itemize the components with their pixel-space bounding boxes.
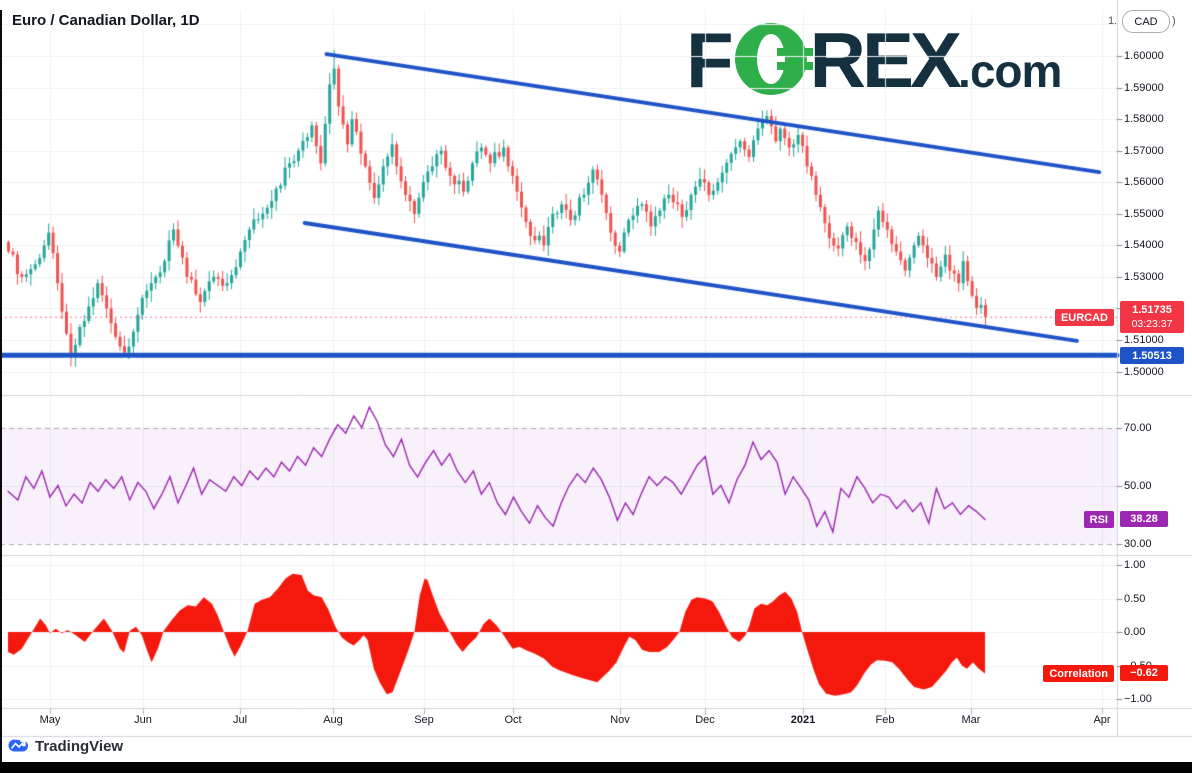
last-price-value: 1.51735	[1132, 304, 1172, 316]
top-axis-fragment-right: )	[1172, 15, 1176, 27]
tradingview-attribution[interactable]: TradingView	[8, 738, 123, 755]
tradingview-icon	[8, 739, 28, 751]
symbol-title: Euro / Canadian Dollar, 1D	[12, 12, 200, 29]
last-price-badge: 1.51735 03:23:37	[1120, 301, 1184, 333]
correlation-value-badge: −0.62	[1120, 665, 1168, 681]
symbol-price-tag: EURCAD	[1054, 309, 1114, 326]
bottom-black-bar	[0, 762, 1192, 773]
bar-countdown: 03:23:37	[1131, 318, 1173, 330]
currency-cad-button[interactable]: CAD	[1122, 10, 1170, 33]
tradingview-label: TradingView	[35, 738, 124, 755]
correlation-tag: Correlation	[1043, 665, 1114, 682]
support-level-badge: 1.50513	[1120, 347, 1184, 364]
rsi-tag: RSI	[1083, 511, 1114, 528]
rsi-value-badge: 38.28	[1120, 511, 1168, 527]
top-axis-fragment-left: 1.	[1108, 15, 1118, 27]
left-border	[0, 10, 2, 762]
